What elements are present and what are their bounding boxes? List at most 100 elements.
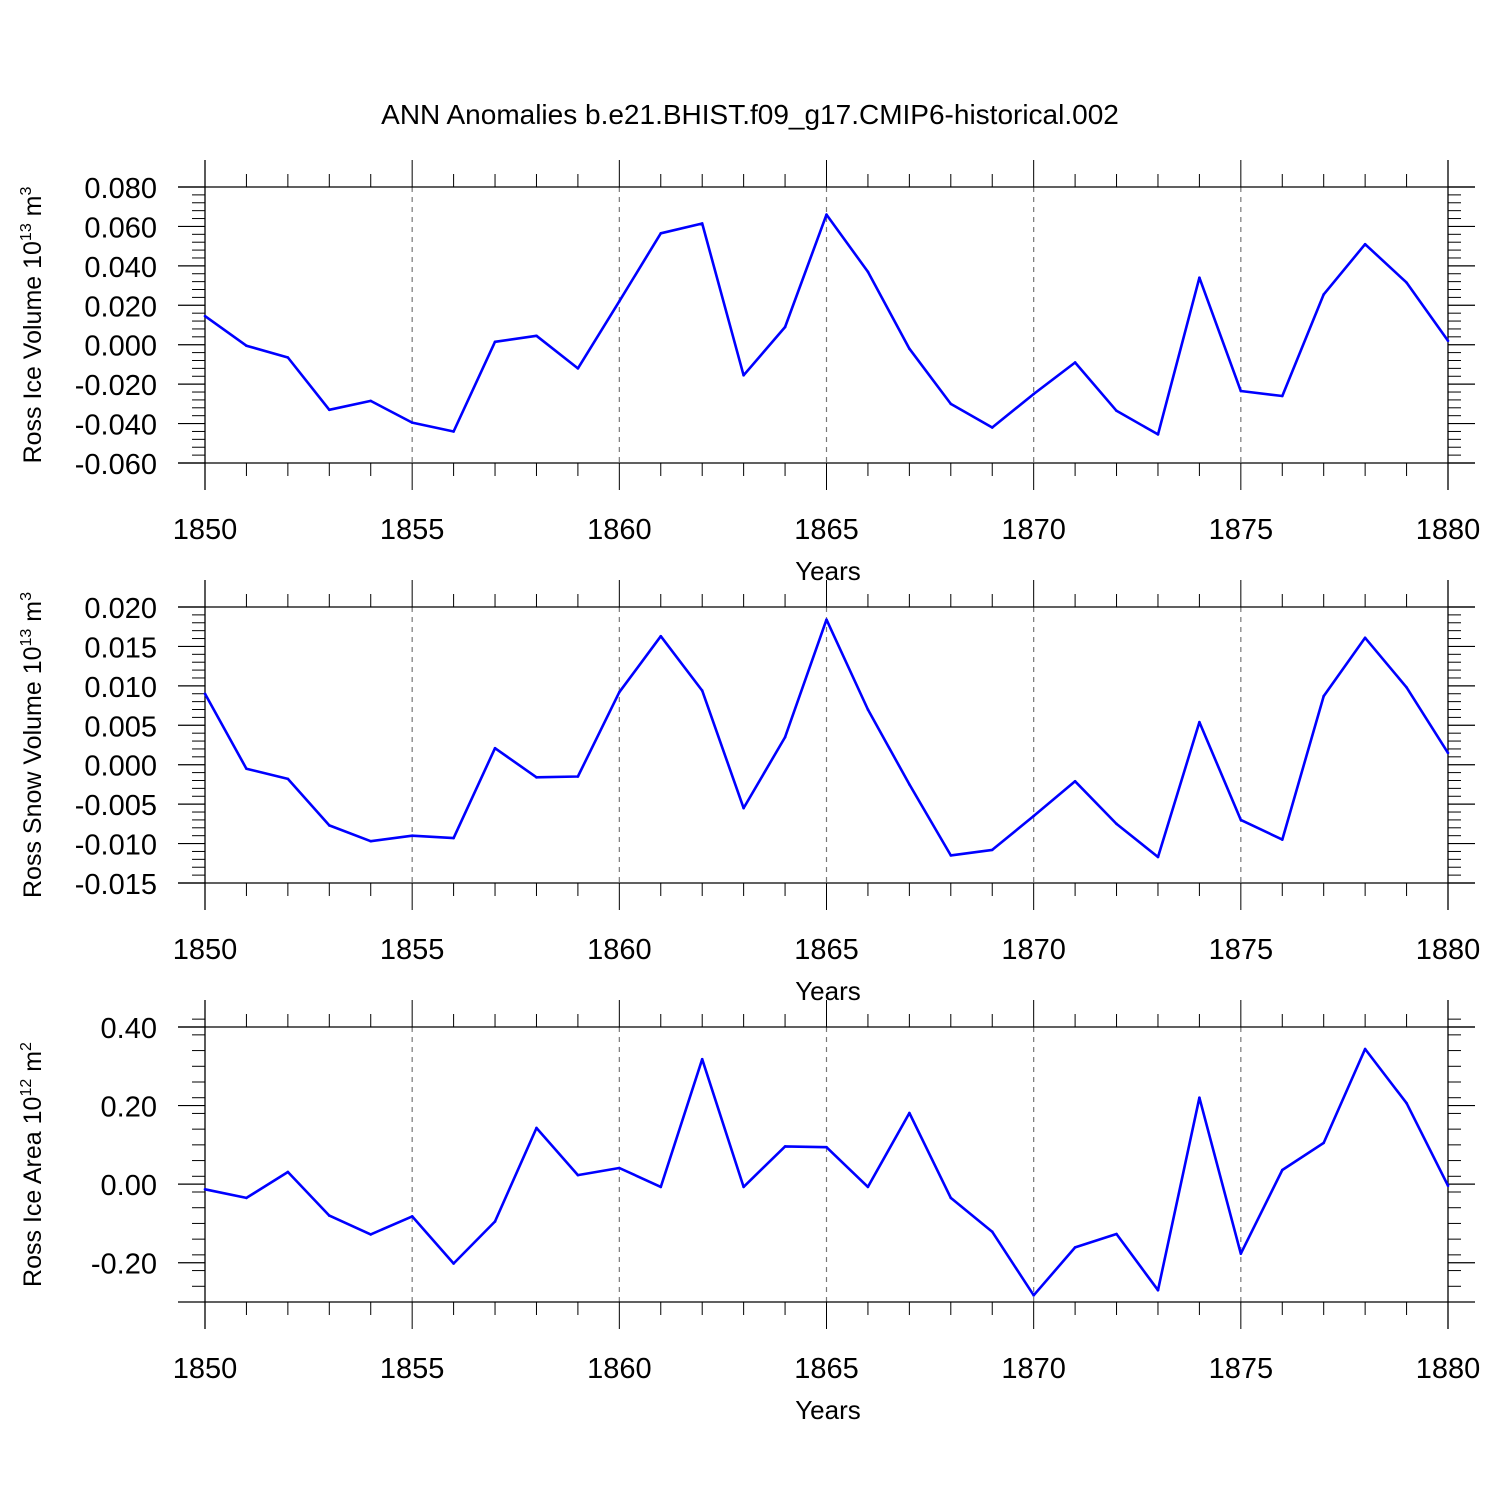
y-tick-label: 0.015 xyxy=(84,632,157,664)
data-point xyxy=(1198,1096,1201,1100)
data-point xyxy=(1239,389,1243,393)
data-point xyxy=(990,1230,994,1233)
chart-title: ANN Anomalies b.e21.BHIST.f09_g17.CMIP6-… xyxy=(381,99,1119,130)
data-point xyxy=(369,1233,373,1236)
y-tick-label: 0.080 xyxy=(84,173,157,205)
x-tick-label: 1870 xyxy=(1001,934,1066,966)
data-point xyxy=(742,1185,745,1189)
data-point xyxy=(286,356,290,359)
data-point xyxy=(1446,339,1450,343)
data-point xyxy=(1156,1288,1160,1292)
data-point xyxy=(493,340,497,344)
data-point xyxy=(369,839,373,843)
data-point xyxy=(866,270,870,274)
x-tick-label: 1855 xyxy=(380,934,445,966)
data-point xyxy=(1363,1047,1367,1051)
y-tick-label: 0.060 xyxy=(84,212,157,244)
x-tick-label: 1880 xyxy=(1416,514,1481,546)
data-point xyxy=(576,1173,580,1177)
data-point xyxy=(410,421,414,424)
data-point xyxy=(203,692,207,696)
x-tick-label: 1860 xyxy=(587,934,652,966)
x-tick-label: 1870 xyxy=(1001,1353,1066,1385)
data-point xyxy=(1239,1252,1243,1255)
x-tick-label: 1860 xyxy=(587,514,652,546)
x-tick-label: 1865 xyxy=(794,934,859,966)
data-point xyxy=(866,1185,870,1189)
data-point xyxy=(1073,361,1077,364)
x-tick-label: 1865 xyxy=(794,514,859,546)
data-point xyxy=(493,746,497,750)
data-point xyxy=(990,848,994,852)
data-point xyxy=(618,1166,621,1170)
y-axis-label-unit-exponent: 2 xyxy=(18,1042,35,1051)
y-tick-label: -0.040 xyxy=(75,410,157,442)
data-point xyxy=(328,408,331,412)
data-point xyxy=(1073,1246,1077,1249)
data-point xyxy=(493,1220,497,1223)
data-point xyxy=(245,344,248,348)
data-point xyxy=(245,767,248,770)
y-tick-label: 0.000 xyxy=(84,331,157,363)
y-axis-label-unit-exponent: 3 xyxy=(18,186,35,195)
data-point xyxy=(990,426,994,429)
y-tick-label: 0.020 xyxy=(84,291,157,323)
data-point xyxy=(1446,751,1450,755)
data-point xyxy=(1198,276,1201,279)
data-point xyxy=(535,776,538,779)
data-point xyxy=(1280,394,1284,398)
y-axis-label: Ross Snow Volume 1013 m3 xyxy=(18,592,47,898)
data-point xyxy=(783,1145,787,1148)
data-point xyxy=(369,399,373,403)
data-point xyxy=(742,806,745,810)
y-axis-label-unit: m xyxy=(19,195,47,223)
x-tick-label: 1865 xyxy=(794,1353,859,1385)
panel-snow-volume: 1850 1855 1860 1865 1870 1875 1880 Years -0.015 -… xyxy=(18,580,1480,1006)
panel-ice-volume: 1850 1855 1860 1865 1870 1875 1880 Years -0.060 -… xyxy=(18,160,1480,586)
data-point xyxy=(825,618,828,621)
data-point xyxy=(1363,636,1367,640)
x-tick-label: 1875 xyxy=(1209,514,1274,546)
data-point xyxy=(1115,1232,1118,1236)
x-tick-label: 1875 xyxy=(1209,1353,1274,1385)
data-point xyxy=(452,836,455,840)
y-axis-label-text: Ross Ice Area 10 xyxy=(19,1097,47,1287)
x-tick-label: 1855 xyxy=(380,1353,445,1385)
data-point xyxy=(203,314,207,318)
data-point xyxy=(286,777,290,781)
x-tick-label: 1850 xyxy=(173,1353,238,1385)
y-tick-label: 0.20 xyxy=(101,1092,157,1124)
y-axis-label-exponent: 12 xyxy=(18,1079,35,1097)
x-tick-label: 1850 xyxy=(173,934,238,966)
data-point xyxy=(908,783,911,786)
data-point xyxy=(1405,686,1408,689)
y-axis-label-exponent: 13 xyxy=(18,629,35,647)
y-tick-label: 0.00 xyxy=(101,1170,157,1202)
data-point xyxy=(410,1215,414,1218)
x-tick-label: 1880 xyxy=(1416,934,1481,966)
data-point xyxy=(203,1187,207,1191)
y-axis-label-unit-exponent: 3 xyxy=(18,592,35,601)
data-point xyxy=(245,1196,248,1200)
y-tick-label: -0.20 xyxy=(91,1249,157,1281)
y-tick-label: 0.40 xyxy=(101,1013,157,1045)
data-point xyxy=(535,1126,538,1130)
y-tick-label: -0.005 xyxy=(75,790,157,822)
y-tick-label: 0.000 xyxy=(84,751,157,783)
y-tick-label: -0.060 xyxy=(75,449,157,481)
data-point xyxy=(576,367,580,370)
data-point xyxy=(825,1145,828,1149)
x-tick-label: 1875 xyxy=(1209,934,1274,966)
x-axis-label: Years xyxy=(795,556,861,586)
data-point xyxy=(700,222,704,225)
y-axis-label-text: Ross Ice Volume 10 xyxy=(19,241,47,463)
y-tick-label: 0.040 xyxy=(84,252,157,284)
data-point xyxy=(576,775,580,778)
x-tick-label: 1855 xyxy=(380,514,445,546)
data-point xyxy=(783,325,787,329)
data-point xyxy=(949,1196,953,1200)
data-point xyxy=(659,232,663,235)
data-point xyxy=(1115,822,1118,826)
data-point xyxy=(618,300,621,303)
